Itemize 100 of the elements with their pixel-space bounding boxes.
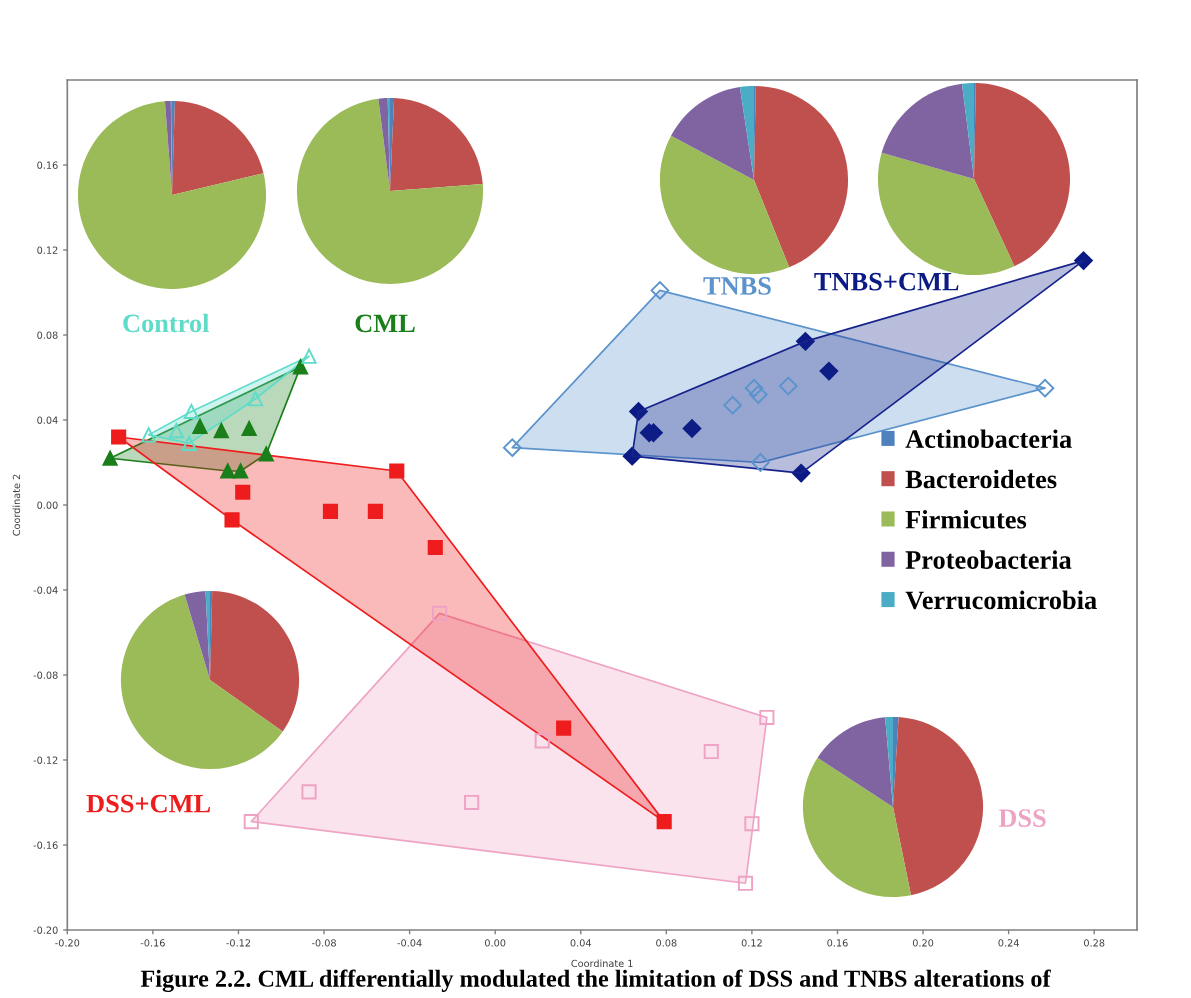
point bbox=[502, 438, 522, 457]
point bbox=[248, 391, 264, 407]
point bbox=[796, 332, 815, 351]
y-tick-label: 0.12 bbox=[37, 246, 58, 254]
point bbox=[183, 403, 199, 420]
text: DSS bbox=[998, 809, 1046, 827]
point bbox=[650, 281, 670, 300]
x-tick-label: -0.12 bbox=[226, 939, 251, 947]
point bbox=[464, 794, 480, 811]
x-tick-label: 0.28 bbox=[1084, 939, 1105, 947]
x-tick-label: -0.08 bbox=[311, 939, 336, 947]
point bbox=[301, 784, 317, 800]
pie-slice bbox=[754, 85, 849, 268]
point bbox=[1035, 378, 1055, 398]
x-tick-label: -0.20 bbox=[55, 939, 80, 947]
text: Control bbox=[123, 313, 210, 333]
text: CML bbox=[355, 314, 415, 333]
point bbox=[556, 720, 572, 736]
point bbox=[141, 427, 157, 443]
pie-slice bbox=[210, 590, 300, 732]
point bbox=[322, 503, 339, 519]
point bbox=[220, 463, 236, 479]
point bbox=[622, 446, 642, 466]
series-label: TNBS+CML bbox=[814, 272, 959, 291]
x-tick-label: 0.08 bbox=[656, 939, 677, 947]
legend-label: Verrucomicrobia bbox=[905, 590, 1097, 610]
y-tick-label: -0.04 bbox=[33, 586, 58, 594]
point bbox=[301, 348, 317, 364]
point bbox=[737, 875, 754, 891]
point bbox=[111, 429, 127, 445]
y-axis-title: Coordinate 2 bbox=[12, 474, 21, 536]
point bbox=[656, 814, 672, 830]
pie-slice bbox=[77, 101, 267, 290]
point bbox=[791, 463, 811, 483]
y-tick-label: -0.16 bbox=[33, 841, 58, 849]
y-tick-label: 0.04 bbox=[37, 416, 58, 424]
pie-slice bbox=[893, 717, 984, 896]
x-tick-label: 0.16 bbox=[827, 939, 848, 947]
point bbox=[749, 385, 768, 404]
y-tick-label: 0.00 bbox=[37, 501, 58, 509]
y-tick-label: -0.12 bbox=[33, 756, 58, 764]
pie-slice bbox=[390, 98, 483, 191]
point bbox=[213, 423, 229, 439]
point bbox=[744, 816, 760, 832]
caption: Figure 2.2. CML differentially modulated the limitation of DSS and TNBS alterations of bbox=[140, 969, 1051, 992]
pie-slice bbox=[881, 83, 974, 179]
point bbox=[759, 709, 775, 726]
legend-label: Proteobacteria bbox=[905, 550, 1072, 569]
point bbox=[235, 484, 251, 500]
point bbox=[778, 376, 798, 396]
point bbox=[224, 512, 240, 528]
point bbox=[389, 463, 405, 479]
point bbox=[233, 463, 249, 479]
point bbox=[241, 420, 257, 437]
point bbox=[751, 453, 770, 472]
legend-label: Actinobacteria bbox=[905, 429, 1072, 449]
legend-label: Firmicutes bbox=[905, 510, 1027, 529]
pie-slice bbox=[802, 757, 911, 898]
text: DSS+CML bbox=[86, 794, 210, 813]
pie-slice bbox=[184, 591, 210, 680]
pie-slice bbox=[739, 85, 754, 180]
point bbox=[703, 743, 719, 760]
pie-slice bbox=[817, 717, 893, 807]
point bbox=[292, 359, 309, 375]
point bbox=[192, 418, 208, 434]
y-tick-label: 0.08 bbox=[37, 331, 58, 339]
point bbox=[819, 361, 839, 381]
point bbox=[427, 539, 443, 556]
point bbox=[534, 733, 550, 749]
x-tick-label: -0.16 bbox=[140, 939, 165, 947]
x-tick-label: 0.20 bbox=[912, 939, 934, 947]
point bbox=[181, 435, 197, 451]
x-tick-label: 0.00 bbox=[485, 939, 506, 947]
series-label: TNBS bbox=[703, 277, 771, 295]
y-tick-label: -0.08 bbox=[33, 671, 58, 679]
point bbox=[1074, 251, 1093, 270]
y-tick-label: 0.16 bbox=[37, 161, 58, 169]
point bbox=[102, 450, 118, 466]
pie-slice bbox=[671, 87, 754, 180]
point bbox=[168, 423, 184, 439]
x-tick-label: 0.12 bbox=[741, 939, 762, 947]
legend-label: Bacteroidetes bbox=[905, 469, 1057, 489]
pie-slice bbox=[659, 135, 790, 275]
x-tick-label: 0.24 bbox=[998, 939, 1019, 947]
x-axis-title: Coordinate 1 bbox=[571, 959, 633, 968]
point bbox=[258, 446, 274, 462]
point bbox=[723, 395, 742, 415]
point bbox=[367, 503, 383, 519]
point bbox=[431, 605, 448, 621]
pie-slice bbox=[296, 98, 484, 285]
point bbox=[629, 402, 648, 421]
x-tick-label: -0.04 bbox=[397, 939, 422, 947]
point bbox=[744, 378, 764, 398]
pie-slice bbox=[120, 594, 283, 770]
y-tick-label: -0.20 bbox=[33, 926, 58, 934]
point bbox=[243, 814, 259, 830]
point bbox=[682, 419, 702, 438]
pie-slice bbox=[172, 100, 264, 195]
pie-slice bbox=[974, 82, 1071, 267]
x-tick-label: 0.04 bbox=[570, 939, 592, 947]
